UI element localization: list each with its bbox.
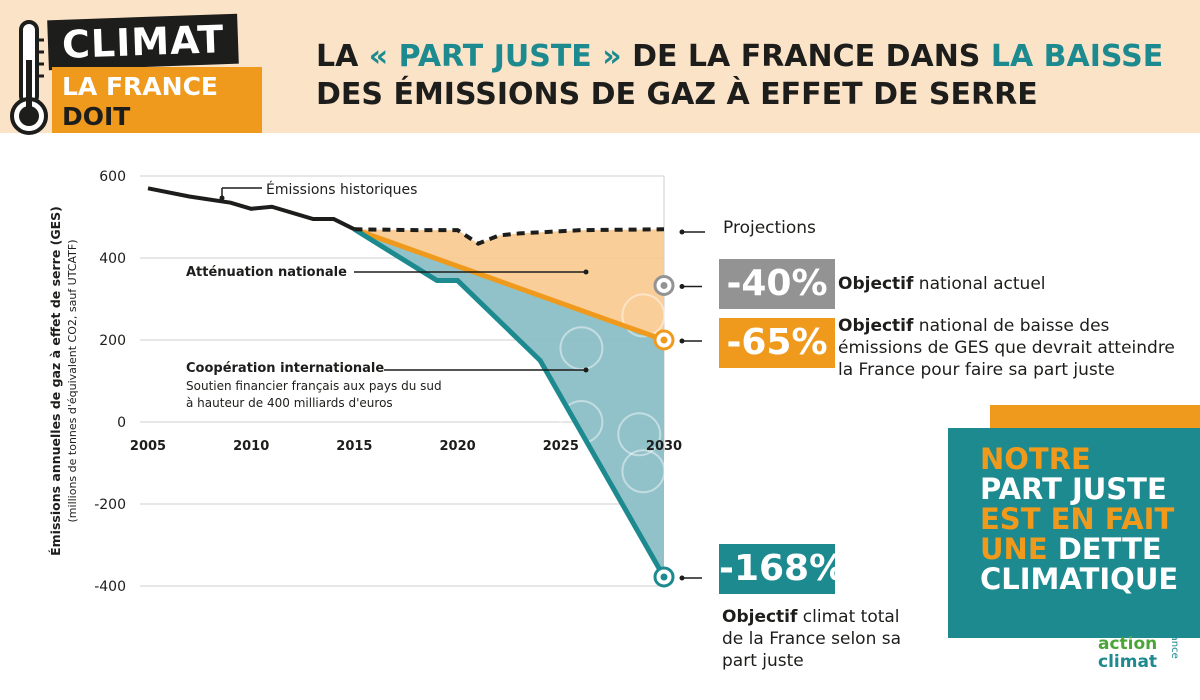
badge-faire-sa-part: LA FRANCE DOIT FAIRE SA PART [52, 67, 262, 191]
page-title: LA « PART JUSTE » DE LA FRANCE DANS LA B… [316, 38, 1176, 114]
objective-40-text: Objectif national actuel [838, 273, 1168, 295]
objective-marker-dot-0 [660, 281, 668, 289]
objective-40-rest: national actuel [913, 274, 1046, 294]
globe-decoration-icon [476, 363, 521, 408]
objective-168-rest: climat total de la France selon sa part … [722, 607, 902, 671]
series-historique [147, 186, 356, 232]
historique-leader-dot [219, 195, 225, 201]
callout-panel [948, 428, 1200, 638]
rac-logo: réseau action climat france [1098, 617, 1198, 697]
annotation-cooperation-title: Coopération internationale [186, 361, 384, 376]
globe-decoration-icon [617, 412, 662, 457]
objective-marker-dot-2 [660, 573, 668, 581]
globe-decoration-icon [559, 400, 604, 444]
x-tick-label: 2020 [440, 439, 476, 454]
callout-line1: NOTRE [980, 442, 1091, 476]
y-tick-label: 200 [99, 333, 126, 349]
callout-accent-strip [990, 405, 1200, 430]
title-part-4: LA BAISSE [990, 39, 1164, 74]
globe-decoration-icon [621, 293, 666, 338]
callout-text: NOTRE PART JUSTE EST EN FAIT UNE DETTE C… [980, 444, 1178, 594]
logo-wordmark: réseau action climat [1098, 617, 1163, 671]
x-tick-label: 2030 [646, 439, 682, 454]
callout-line3: EST EN FAIT [980, 502, 1175, 536]
annotation-cooperation-line1: Soutien financier français aux pays du s… [186, 379, 442, 393]
objective-168-badge: -168% [719, 544, 845, 594]
objective-leader-dot-0 [679, 283, 685, 289]
x-tick-label: 2015 [336, 439, 372, 454]
objective-marker-dot-1 [660, 336, 668, 344]
callout-line2: PART JUSTE [980, 472, 1167, 506]
badge-line2: FAIRE SA PART [62, 132, 188, 191]
objective-65-badge: -65% [719, 318, 835, 368]
title-part-2: « PART JUSTE » [368, 39, 622, 74]
callout-line5: CLIMATIQUE [980, 562, 1179, 596]
title-part-1: LA [316, 39, 369, 74]
emissions-chart: 600 400 200 0 -200 -400 2005 2010 2015 2020 2025 20… [48, 169, 705, 595]
y-tick-label: 400 [99, 251, 126, 267]
objective-leader-dot-2 [679, 575, 685, 581]
y-tick-label: 0 [117, 415, 126, 431]
objective-65-bold: Objectif [838, 316, 914, 336]
x-tick-label: 2025 [543, 439, 579, 454]
objective-168-text: Objectif climat total de la France selon… [722, 606, 902, 672]
x-tick-label: 2005 [130, 439, 166, 454]
objective-40-badge: -40% [719, 259, 835, 309]
series-objectif-65 [353, 226, 665, 343]
logo-line1: réseau [1098, 616, 1164, 636]
annotation-attenuation: Atténuation nationale [186, 265, 347, 280]
y-axis-subtitle: (millions de tonnes d'équivalent CO2, sa… [66, 240, 79, 523]
attenuation-leader-dot [583, 269, 589, 275]
callout-line4a: UNE [980, 532, 1058, 566]
globe-decoration-icon [559, 326, 604, 371]
cooperation-area [354, 229, 664, 577]
title-part-3: DE LA FRANCE DANS [621, 39, 991, 74]
objective-leader-dot-1 [679, 338, 685, 344]
callout-line4b: DETTE [1057, 532, 1162, 566]
objective-65-rest: national de baisse des émissions de GES … [838, 316, 1175, 380]
y-axis-title: Émissions annuelles de gaz à effet de se… [48, 206, 63, 556]
series-objectif-168 [353, 227, 667, 579]
title-part-5: DES ÉMISSIONS DE GAZ À EFFET DE SERRE [316, 77, 1038, 112]
thermometer-icon [10, 20, 48, 135]
y-tick-label: -400 [94, 579, 126, 595]
objective-40-bold: Objectif [838, 274, 914, 294]
objective-168-bold: Objectif [722, 607, 798, 627]
projections-leader-dot [679, 229, 685, 235]
badge-line1a: LA FRANCE [62, 72, 219, 101]
logo-line2: action [1098, 634, 1158, 654]
cooperation-leader-dot [583, 367, 589, 373]
annotation-cooperation-line2: à hauteur de 400 milliards d'euros [186, 396, 393, 410]
y-tick-label: 600 [99, 169, 126, 185]
projections-label: Projections [723, 218, 816, 238]
objective-65-text: Objectif national de baisse des émission… [838, 315, 1183, 381]
badge-line1b: DOIT [62, 102, 131, 131]
globe-decoration-icon [621, 449, 666, 494]
annotation-historique: Émissions historiques [266, 181, 417, 198]
logo-line3: climat [1098, 652, 1158, 672]
badge-climat: CLIMAT [47, 13, 240, 71]
y-tick-label: -200 [94, 497, 126, 513]
logo-side-text: france [1169, 627, 1180, 659]
x-tick-label: 2010 [233, 439, 269, 454]
